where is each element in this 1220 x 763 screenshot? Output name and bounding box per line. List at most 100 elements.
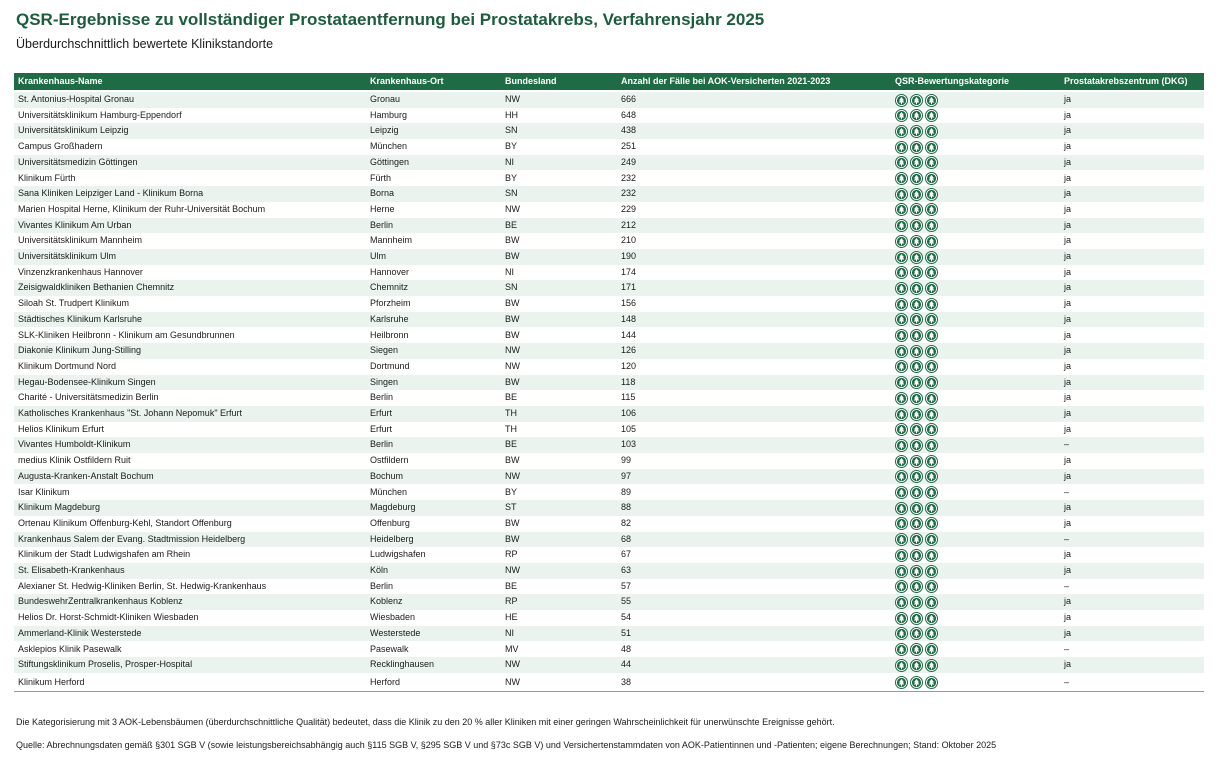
tree-icon [925,501,938,515]
tree-icon [925,93,938,107]
table-cell: 88 [621,502,632,513]
table-cell: 126 [621,345,637,356]
tree-icon [925,124,938,138]
rating-icons [895,187,938,201]
table-cell: SN [505,125,518,136]
tree-icon [895,297,908,311]
table-cell: NW [505,94,520,104]
tree-icon [925,376,938,390]
table-cell: 48 [621,643,632,654]
tree-icon [895,124,908,138]
table-row: Ortenau Klinikum Offenburg-Kehl, Standor… [14,516,1204,532]
rating-icons [895,407,938,421]
table-cell: ja [1064,298,1072,309]
table-cell: Campus Großhadern [18,141,103,152]
table-row: Diakonie Klinikum Jung-Stilling Siegen NW 1… [14,343,1204,359]
table-cell: Diakonie Klinikum Jung-Stilling [18,345,142,356]
table-cell: – [1064,643,1070,654]
table-row: Charité - Universitätsmedizin Berlin Berl… [14,390,1204,406]
table-cell: ja [1064,203,1072,214]
table-cell: Asklepios Klinik Pasewalk [18,643,122,654]
table-cell: Stiftungsklinikum Proselis, Prosper-Hosp… [18,659,193,670]
table-cell: Klinikum der Stadt Ludwigshafen am Rhein [18,549,191,560]
table-cell: Charité - Universitätsmedizin Berlin [18,392,159,403]
table-cell: HH [505,109,518,120]
table-cell: ja [1064,188,1072,199]
tree-icon [910,313,923,327]
table-cell: Koblenz [370,596,403,607]
table-cell: BW [505,251,520,261]
table-cell: BY [505,486,518,497]
table-cell: Städtisches Klinikum Karlsruhe [18,313,143,324]
table-row: Universitätsklinikum Hamburg-Eppendorf Ha… [14,108,1204,124]
tree-icon [910,391,923,405]
table-cell: ja [1064,470,1072,481]
table-cell: ja [1064,596,1072,607]
tree-icon [895,627,908,641]
tree-icon [895,140,908,154]
table-cell: 38 [621,676,632,687]
table-cell: Berlin [370,219,394,230]
table-cell: Dortmund [370,360,410,371]
table-cell: Universitätsklinikum Ulm [18,251,117,261]
table-cell: HE [505,612,518,623]
table-cell: 666 [621,94,637,104]
tree-icon [925,203,938,217]
table-cell: Helios Dr. Horst-Schmidt-Kliniken Wiesba… [18,612,199,623]
tree-icon [910,611,923,625]
rating-icons [895,124,938,138]
table-cell: ja [1064,549,1072,560]
table-cell: – [1064,676,1070,687]
table-row: Katholisches Krankenhaus "St. Johann Nep… [14,406,1204,422]
tree-icon [895,595,908,609]
table-cell: Herford [370,676,401,687]
tree-icon [910,454,923,468]
table-cell: ja [1064,408,1072,418]
table-cell: ja [1064,517,1072,528]
table-cell: Berlin [370,392,394,403]
tree-icon [925,676,938,690]
table-row: SLK-Kliniken Heilbronn - Klinikum am Ges… [14,328,1204,344]
tree-icon [925,109,938,123]
table-cell: ja [1064,219,1072,230]
rating-icons [895,438,938,452]
column-header: Anzahl der Fälle bei AOK-Versicherten 20… [621,76,831,86]
table-row: Augusta-Kranken-Anstalt Bochum Bochum NW 97… [14,468,1204,485]
table-cell: BE [505,439,518,450]
table-cell: ja [1064,235,1072,246]
tree-icon [895,423,908,437]
title: QSR-Ergebnisse zu vollständiger Prostata… [16,10,765,29]
table-cell: Klinikum Magdeburg [18,502,101,513]
table-cell: NW [505,676,520,687]
table-row: Siloah St. Trudpert Klinikum Pforzheim BW 1… [14,296,1204,312]
tree-icon [910,250,923,264]
table-cell: ja [1064,612,1072,623]
table-cell: ja [1064,125,1072,136]
table-cell: Universitätsmedizin Göttingen [18,156,138,167]
tree-icon [895,564,908,578]
tree-icon [910,376,923,390]
table-cell: 156 [621,298,637,309]
rating-icons [895,501,938,515]
table-cell: BW [505,455,520,466]
table-cell: 44 [621,659,632,670]
table-cell: 99 [621,455,632,466]
tree-icon [910,234,923,248]
table-row: Universitätsklinikum Ulm Ulm BW 190 ja [14,249,1204,265]
tree-icon [910,548,923,562]
table-cell: 55 [621,596,632,607]
table-cell: ja [1064,329,1072,340]
table-cell: BW [505,533,520,544]
table-cell: 118 [621,376,636,387]
table-cell: Klinikum Fürth [18,172,76,183]
table-cell: – [1064,533,1070,544]
table-cell: Alexianer St. Hedwig-Kliniken Berlin, St… [18,580,267,591]
table-cell: ja [1064,94,1072,104]
column-header: Krankenhaus-Ort [370,76,444,86]
table-row: Campus Großhadern München BY 251 ja [14,139,1204,155]
rating-icons [895,93,938,107]
table-cell: ja [1064,376,1072,387]
table-cell: NW [505,203,520,214]
tree-icon [910,266,923,280]
table-row: medius Klinik Ostfildern Ruit Ostfildern B… [14,453,1204,469]
